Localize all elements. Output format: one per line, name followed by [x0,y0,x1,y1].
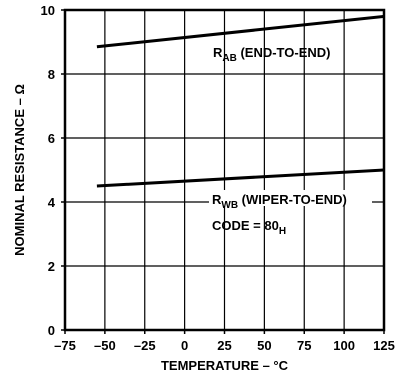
y-tick-label: 10 [41,3,55,18]
annotation-background [209,190,372,206]
x-tick-label: 50 [257,338,271,353]
x-tick-label: 0 [181,338,188,353]
annotation-code-main: CODE = 80 [212,218,279,233]
y-tick-label: 2 [48,259,55,274]
annotation-rab-rest: (END-TO-END) [237,45,331,60]
annotation-rab-sub: AB [222,53,236,64]
annotation-code: CODE = 80H [212,218,286,237]
x-tick-label: 25 [217,338,231,353]
annotation-rwb-main: R [212,192,222,207]
series-line-rab [96,14,385,49]
y-tick-label: 4 [48,195,56,210]
annotation-rwb: RWB (WIPER-TO-END) [212,192,347,211]
tick-labels: –75 –50 –25 0 25 50 75 100 125 0 2 4 6 8 10 [41,3,395,353]
x-tick-label: –50 [94,338,116,353]
y-tick-label: 8 [48,67,55,82]
y-tick-label: 6 [48,131,55,146]
x-tick-label: 125 [373,338,395,353]
annotation-rwb-sub: WB [221,200,238,211]
x-tick-label: –75 [54,338,76,353]
x-tick-label: 75 [297,338,311,353]
y-tick-label: 0 [48,323,55,338]
x-tick-label: 100 [333,338,355,353]
annotation-rwb-rest: (WIPER-TO-END) [238,192,347,207]
annotation-rab: RAB (END-TO-END) [213,45,330,64]
series-line-rwb [96,168,385,188]
annotations: RAB (END-TO-END) RWB (WIPER-TO-END) CODE… [209,45,372,237]
x-axis-title: TEMPERATURE – °C [161,358,289,373]
y-axis-title: NOMINAL RESISTANCE – Ω [12,84,27,256]
annotation-code-sub: H [279,226,286,237]
series-layer [96,14,385,188]
annotation-rab-main: R [213,45,223,60]
x-tick-label: –25 [134,338,156,353]
